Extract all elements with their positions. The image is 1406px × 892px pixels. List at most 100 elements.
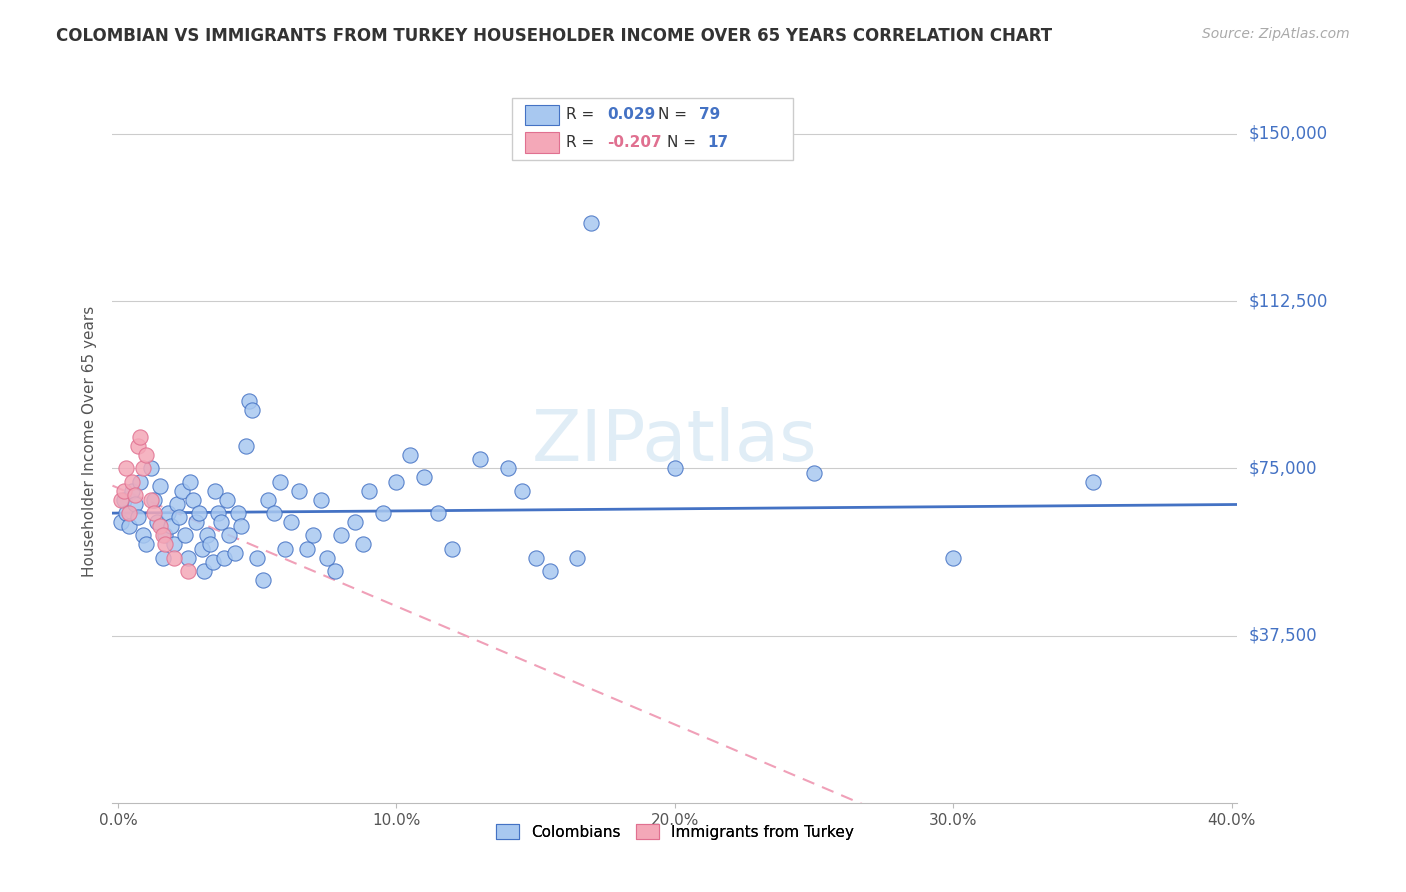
Text: N =: N = <box>666 135 700 150</box>
Point <box>143 506 166 520</box>
Point <box>311 492 333 507</box>
Point <box>176 550 198 565</box>
Point <box>524 550 547 565</box>
Point <box>538 564 561 578</box>
Point <box>173 528 195 542</box>
Point <box>567 550 589 565</box>
Text: Source: ZipAtlas.com: Source: ZipAtlas.com <box>1202 27 1350 41</box>
Point <box>152 528 174 542</box>
Point <box>198 537 221 551</box>
Legend: Colombians, Immigrants from Turkey: Colombians, Immigrants from Turkey <box>489 818 860 846</box>
Point <box>235 439 257 453</box>
Point <box>190 541 212 556</box>
Point <box>112 492 135 507</box>
Text: 0.029: 0.029 <box>607 107 655 122</box>
Point <box>385 475 408 489</box>
Text: R =: R = <box>565 135 599 150</box>
Point <box>229 519 252 533</box>
Point <box>135 537 157 551</box>
Point <box>112 483 135 498</box>
Point <box>163 550 186 565</box>
Point <box>129 430 152 444</box>
Point <box>357 483 380 498</box>
Point <box>143 492 166 507</box>
Point <box>121 475 143 489</box>
Point <box>288 483 311 498</box>
Point <box>172 483 194 498</box>
Point <box>110 492 132 507</box>
Point <box>274 541 297 556</box>
Point <box>118 506 141 520</box>
Point <box>129 475 152 489</box>
Point <box>132 461 155 475</box>
Text: $37,500: $37,500 <box>1249 626 1317 645</box>
Point <box>118 519 141 533</box>
Point <box>152 550 174 565</box>
Point <box>252 573 274 587</box>
Point <box>141 492 163 507</box>
Point <box>179 475 201 489</box>
Point <box>246 550 269 565</box>
Point <box>209 515 232 529</box>
Point <box>280 515 302 529</box>
Point <box>226 506 249 520</box>
Point <box>181 492 204 507</box>
Text: ZIPatlas: ZIPatlas <box>531 407 818 476</box>
FancyBboxPatch shape <box>526 132 560 153</box>
Point <box>204 483 226 498</box>
Point <box>257 492 280 507</box>
Point <box>441 541 464 556</box>
Point <box>218 528 240 542</box>
Point <box>215 492 238 507</box>
Point <box>157 506 180 520</box>
Point <box>1081 475 1104 489</box>
Point <box>581 216 603 230</box>
Text: 79: 79 <box>699 107 720 122</box>
Point <box>468 452 491 467</box>
Point <box>115 461 138 475</box>
Point <box>149 479 172 493</box>
Point <box>169 510 191 524</box>
Text: -0.207: -0.207 <box>607 135 662 150</box>
Point <box>193 564 215 578</box>
Point <box>127 510 149 524</box>
Point <box>224 546 246 560</box>
Point <box>155 537 177 551</box>
Point <box>110 515 132 529</box>
Text: N =: N = <box>658 107 692 122</box>
Text: $75,000: $75,000 <box>1249 459 1317 477</box>
Text: R =: R = <box>565 107 599 122</box>
Point <box>297 541 319 556</box>
Point <box>413 470 436 484</box>
Point <box>195 528 218 542</box>
Point <box>942 550 965 565</box>
Text: 17: 17 <box>707 135 728 150</box>
Point <box>115 506 138 520</box>
Point <box>664 461 686 475</box>
Point <box>343 515 366 529</box>
Point <box>141 461 163 475</box>
Text: COLOMBIAN VS IMMIGRANTS FROM TURKEY HOUSEHOLDER INCOME OVER 65 YEARS CORRELATION: COLOMBIAN VS IMMIGRANTS FROM TURKEY HOUS… <box>56 27 1052 45</box>
Point <box>207 506 229 520</box>
Point <box>803 466 825 480</box>
Point <box>371 506 394 520</box>
Point <box>146 515 169 529</box>
Point <box>166 497 188 511</box>
Point <box>127 439 149 453</box>
Point <box>201 555 224 569</box>
Point <box>240 403 263 417</box>
Point <box>187 506 209 520</box>
Point <box>121 483 143 498</box>
Point <box>352 537 374 551</box>
Point <box>399 448 422 462</box>
Point <box>212 550 235 565</box>
Point <box>427 506 450 520</box>
Point <box>302 528 325 542</box>
Text: $112,500: $112,500 <box>1249 292 1327 310</box>
Point <box>132 528 155 542</box>
Point <box>315 550 337 565</box>
Point <box>510 483 533 498</box>
Point <box>124 497 146 511</box>
Point <box>263 506 285 520</box>
Point <box>160 519 183 533</box>
